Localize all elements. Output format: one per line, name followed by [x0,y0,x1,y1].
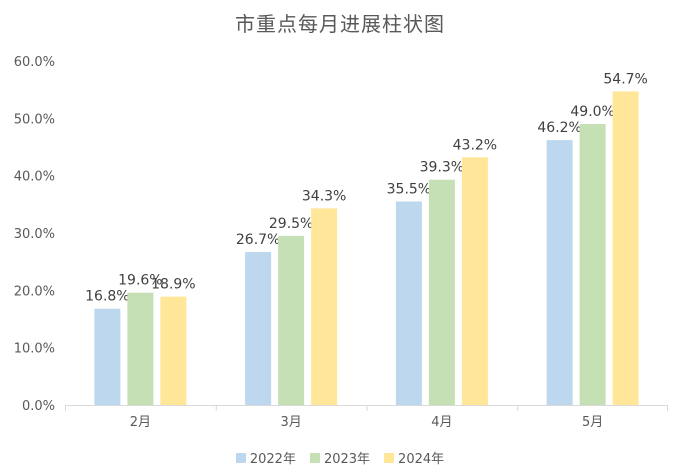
data-label: 49.0% [570,104,614,120]
data-label: 35.5% [387,181,431,197]
legend-label-2023: 2023年 [323,452,371,467]
x-tick-label: 2月 [130,415,151,430]
data-label: 29.5% [269,216,313,232]
y-tick-label: 60.0% [14,55,55,70]
data-label: 54.7% [603,71,647,87]
y-tick-label: 50.0% [14,112,55,127]
legend: 2022年 2023年 2024年 [0,448,680,467]
data-label: 18.9% [151,277,195,293]
y-tick-label: 0.0% [22,399,55,414]
bar [160,296,187,405]
bar [94,308,121,405]
bar [461,157,488,405]
x-tick-label: 3月 [280,415,301,430]
legend-label-2022: 2022年 [249,452,296,467]
bar [395,201,422,405]
legend-swatch-2023 [309,452,320,463]
legend-swatch-2022 [235,452,246,463]
x-tick-label: 4月 [431,415,452,430]
x-tick-label: 5月 [582,415,603,430]
y-tick-label: 20.0% [14,284,55,299]
bar [428,179,455,405]
legend-swatch-2024 [384,452,395,463]
data-label: 26.7% [236,232,280,248]
legend-item-2023: 2023年 [309,448,371,467]
legend-label-2024: 2024年 [398,452,445,467]
y-tick-label: 10.0% [14,342,55,357]
bar [612,91,639,406]
data-label: 16.8% [85,289,129,305]
bar [278,235,305,405]
bar [245,251,272,405]
data-label: 39.3% [420,160,464,176]
y-tick-label: 40.0% [14,170,55,185]
data-label: 19.6% [118,273,162,289]
legend-item-2024: 2024年 [384,448,444,467]
chart-title: 市重点每月进展柱状图 [235,12,445,36]
bar [311,208,338,405]
bar [546,140,573,405]
legend-item-2022: 2022年 [235,448,296,467]
data-label: 43.2% [453,137,497,153]
bar [127,292,154,405]
data-label: 46.2% [537,120,581,136]
y-tick-label: 30.0% [14,227,55,242]
bar [579,124,606,406]
data-label: 34.3% [302,188,346,204]
